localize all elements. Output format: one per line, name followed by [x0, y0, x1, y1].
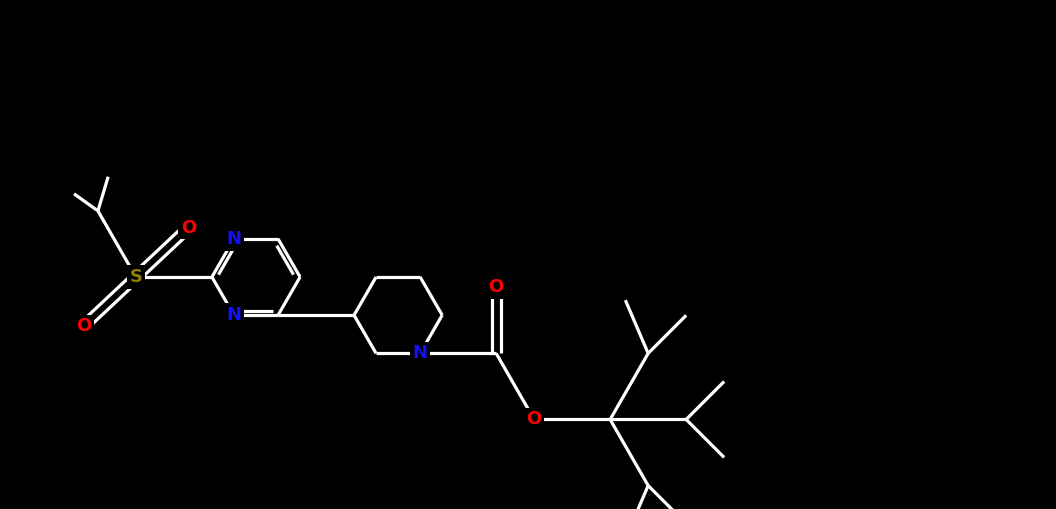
Text: S: S	[130, 268, 143, 286]
Text: O: O	[181, 218, 196, 237]
Text: O: O	[489, 278, 504, 296]
Text: N: N	[226, 306, 242, 324]
Text: N: N	[226, 230, 242, 248]
Text: O: O	[527, 410, 542, 429]
Text: O: O	[76, 318, 91, 335]
Text: N: N	[413, 345, 428, 362]
